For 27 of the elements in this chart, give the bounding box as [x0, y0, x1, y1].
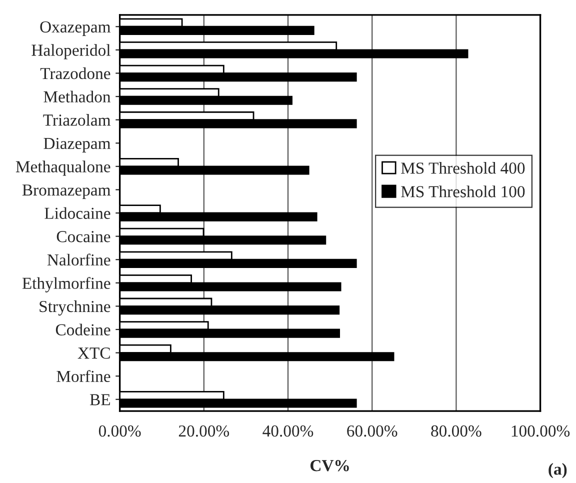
y-tick-label: Codeine [56, 324, 110, 336]
x-tick-label: 100.00% [512, 425, 570, 437]
x-tick-label: 0.00% [98, 425, 141, 437]
y-tick-label: Nalorfine [47, 254, 110, 266]
text: (a) [548, 463, 567, 478]
y-tick-label: Haloperidol [32, 44, 110, 60]
legend-label: MS Threshold 100 [401, 186, 525, 198]
x-tick-label: 40.00% [262, 425, 314, 437]
y-tick-label: Triazolam [43, 114, 111, 126]
x-tick-label: 80.00% [431, 425, 482, 437]
y-tick-label: Cocaine [56, 231, 110, 242]
y-tick-label: Methadon [44, 90, 111, 102]
y-tick-label: Diazepam [44, 138, 111, 152]
x-tick-label: 20.00% [178, 425, 230, 437]
y-tick-label: XTC [78, 348, 110, 359]
y-tick-label: Lidocaine [44, 207, 110, 219]
y-tick-label: Ethylmorfine [22, 277, 110, 292]
y-tick-label: Morfine [56, 370, 110, 382]
y-tick-label: BE [90, 394, 110, 406]
y-tick-label: Oxazepam [40, 21, 111, 36]
legend-label: MS Threshold 400 [401, 162, 525, 174]
x-axis-title: CV% [310, 460, 349, 472]
y-tick-label: Strychnine [40, 300, 110, 316]
y-tick-label: Trazodone [40, 67, 110, 80]
y-tick-label: Bromazepam [22, 184, 111, 200]
x-tick-label: 60.00% [347, 425, 398, 437]
y-tick-label: Methaqualone [16, 160, 110, 176]
